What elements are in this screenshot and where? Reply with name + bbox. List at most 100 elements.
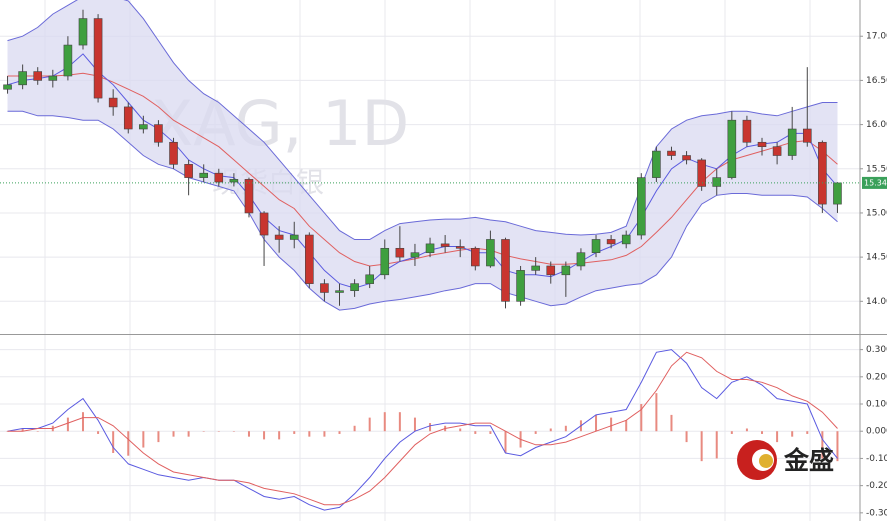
histogram-bar [595, 414, 598, 432]
histogram-bar [21, 428, 24, 432]
y-tick-label: 17.00 [866, 32, 887, 42]
histogram-bar [308, 431, 311, 437]
candle-body [471, 247, 480, 267]
histogram-bar [610, 417, 613, 432]
candle-body [516, 270, 525, 302]
candle-body [108, 97, 118, 108]
histogram-bar [625, 420, 628, 432]
histogram-bar [323, 431, 326, 437]
candle-body [455, 246, 465, 249]
grid [0, 0, 860, 521]
histogram-bar [685, 431, 688, 443]
histogram-bar [489, 431, 492, 434]
candle-body [48, 75, 58, 81]
histogram-bar [534, 431, 537, 434]
candle-body [395, 247, 405, 258]
candle-body [320, 283, 329, 293]
y-tick-label: 0.300 [866, 345, 887, 355]
y-tick-label: 0.200 [866, 372, 887, 382]
histogram-bar [157, 431, 160, 443]
histogram-bar [836, 431, 839, 462]
candle-body [667, 150, 676, 156]
candle-body [621, 234, 631, 245]
histogram-bar [474, 431, 477, 434]
y-tick-label: 0.100 [866, 400, 887, 410]
candle-body [636, 177, 646, 236]
histogram-bar [761, 431, 764, 434]
candle-body [833, 182, 842, 205]
candle-body [244, 179, 254, 214]
histogram-bar [232, 431, 235, 432]
candle-body [561, 265, 571, 276]
histogram-bar [670, 414, 673, 432]
candle-body [818, 141, 827, 205]
candle-body [531, 265, 540, 271]
candle-body [18, 71, 27, 86]
histogram-bar [338, 431, 341, 434]
band-fill [7, 0, 838, 311]
candle-body [697, 159, 706, 187]
candle-body [63, 44, 73, 77]
y-tick-label: 16.00 [866, 120, 887, 130]
last-price-box [862, 176, 887, 189]
histogram-bar [655, 393, 658, 432]
candle-body [757, 141, 767, 147]
histogram-bar [263, 431, 266, 440]
candle-body [501, 239, 510, 302]
candle-body [802, 128, 812, 143]
candle-body [380, 247, 390, 276]
histogram-bar [202, 431, 205, 432]
histogram-bar [247, 431, 250, 437]
y-tick-label: -0.10 [866, 454, 887, 464]
macd-panel [6, 349, 839, 511]
candle-body [184, 164, 193, 178]
histogram-bar [353, 425, 356, 432]
histogram-bar [791, 431, 794, 437]
histogram-bar [368, 417, 371, 432]
logo-icon [759, 454, 773, 468]
candle-body [440, 243, 450, 247]
candle-body [259, 212, 269, 236]
histogram-bar [413, 417, 416, 432]
histogram-bar [776, 431, 779, 443]
histogram-bar [36, 431, 39, 432]
candle-body [727, 119, 737, 178]
candle-body [652, 150, 661, 178]
y-tick-label: -0.30 [866, 508, 887, 518]
histogram-bar [383, 412, 386, 432]
histogram-bar [640, 404, 643, 432]
candle-body [712, 177, 722, 187]
histogram-bar [745, 428, 748, 432]
histogram-bar [564, 425, 567, 432]
candle-body [772, 146, 782, 156]
candle-body [365, 274, 374, 284]
candle-body [486, 239, 495, 267]
y-tick-label: 14.50 [866, 253, 887, 263]
candle-body [33, 71, 43, 81]
candle-body [229, 179, 239, 183]
lower-band [7, 110, 838, 311]
candle-body [123, 106, 133, 130]
candle-body [787, 128, 797, 156]
candle-body [78, 18, 88, 46]
histogram-bar [278, 431, 281, 440]
logo-text: 金盛 [783, 446, 834, 475]
candle-body [335, 290, 344, 293]
histogram-bar [172, 431, 175, 437]
y-tick-label: -0.20 [866, 481, 887, 491]
histogram-bar [730, 431, 733, 434]
candle-body [305, 234, 314, 284]
histogram-bar [142, 431, 145, 448]
macd-line [7, 349, 838, 511]
y-tick-label: 14.00 [866, 297, 887, 307]
histogram-bar [459, 428, 462, 432]
candle-body [606, 239, 616, 245]
y-tick-label: 15.00 [866, 208, 887, 218]
candle-body [289, 234, 299, 240]
y-tick-label: 16.50 [866, 76, 887, 86]
histogram-bar [821, 431, 824, 459]
candle-body [591, 239, 601, 254]
candle-body [682, 155, 691, 161]
histogram-bar [127, 431, 130, 456]
